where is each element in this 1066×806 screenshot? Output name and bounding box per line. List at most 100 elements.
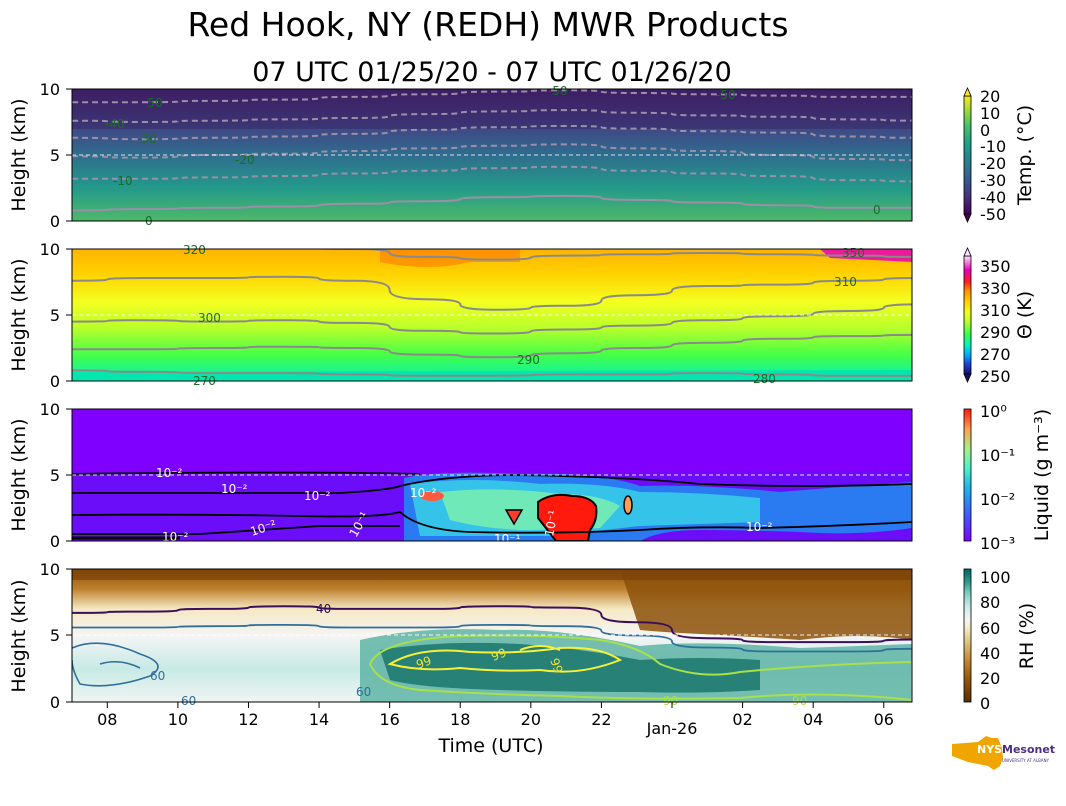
- rh-contour-label: 90: [663, 694, 678, 708]
- x-tick-label: 02: [732, 710, 752, 729]
- cbar-tick: 0: [980, 694, 990, 713]
- rh-contour-label: 90: [792, 694, 807, 708]
- temp-contour-label: 0: [873, 203, 881, 217]
- x-tick-label: 14: [309, 710, 329, 729]
- contour-line-40: [72, 605, 912, 644]
- figure-title: Red Hook, NY (REDH) MWR Products: [187, 5, 788, 44]
- theta-panel: 320 300 290 270 310 280 350 10 5 0 Heigh…: [8, 240, 1036, 391]
- logo-text-university: UNIVERSITY AT ALBANY: [1002, 758, 1050, 763]
- rh-60-contour: [99, 660, 141, 669]
- rh-colorbar: [963, 568, 972, 703]
- y-axis-label: Height (km): [8, 579, 30, 692]
- contour-line-310: [72, 275, 912, 311]
- rh-contours: [72, 605, 912, 653]
- y-tick-label: 5: [50, 466, 60, 485]
- colorbar-extend-max: [963, 247, 972, 257]
- temp-contour-label: -50: [548, 84, 568, 98]
- cbar-tick: -40: [980, 188, 1006, 207]
- cbar-tick: -20: [980, 154, 1006, 173]
- colorbar-label: Temp. (°C): [1014, 105, 1036, 206]
- rh-contour-label: 99: [489, 645, 508, 663]
- cbar-tick: 330: [980, 279, 1011, 298]
- x-tick-label: 20: [521, 710, 541, 729]
- y-tick-label: 10: [40, 560, 60, 579]
- cbar-tick: -50: [980, 205, 1006, 224]
- liquid-colorbar-ticks: 10⁰ 10⁻¹ 10⁻² 10⁻³: [980, 402, 1015, 553]
- dry-top-shading: [72, 569, 912, 580]
- rh-contour-label: 99: [414, 653, 433, 671]
- y-axis-label: Height (km): [8, 258, 30, 371]
- rh-99-contour: [387, 646, 623, 673]
- liquid-contour: [72, 525, 400, 535]
- temp-contour-label: -20: [235, 153, 255, 167]
- cbar-tick: 10⁻³: [980, 534, 1015, 553]
- y-tick-label: 10: [40, 80, 60, 99]
- rh-contour-label: 40: [316, 602, 331, 616]
- x-tick-label: 08: [97, 710, 117, 729]
- logo-text-mesonet: Mesonet: [1002, 743, 1055, 756]
- y-tick-label: 5: [50, 306, 60, 325]
- y-tick-label: 5: [50, 146, 60, 165]
- cbar-tick: 350: [980, 257, 1011, 276]
- liquid-contour-label: 10⁻¹: [542, 509, 560, 538]
- liquid-contour-labels: 10⁻² 10⁻² 10⁻² 10⁻² 10⁻² 10⁻¹ 10⁻¹ 10⁻² …: [156, 466, 773, 546]
- rh-contour-label: 60: [181, 694, 196, 708]
- x-tick-label: 06: [874, 710, 894, 729]
- cbar-tick: 0: [980, 121, 990, 140]
- nys-mesonet-logo: NYS Mesonet UNIVERSITY AT ALBANY: [952, 736, 1055, 770]
- liquid-colorbar: [963, 408, 972, 542]
- liquid-contour: [72, 474, 912, 494]
- x-tick-label: 10: [168, 710, 188, 729]
- temp-contour-label: -10: [113, 174, 133, 188]
- cbar-tick: 250: [980, 367, 1011, 386]
- contour-line-minus40: [72, 109, 912, 124]
- liquid-contour-label: 10⁻²: [156, 466, 183, 480]
- figure-subtitle: 07 UTC 01/25/20 - 07 UTC 01/26/20: [252, 57, 732, 88]
- cbar-tick: 10: [980, 104, 1000, 123]
- logo-text-nys: NYS: [977, 743, 1002, 756]
- liquid-contour-label: 10⁻²: [221, 482, 248, 496]
- temp-contour-label: -40: [105, 117, 125, 131]
- liquid-contour-label: 10⁻²: [304, 489, 331, 503]
- liquid-panel: 10⁻² 10⁻² 10⁻² 10⁻² 10⁻² 10⁻¹ 10⁻¹ 10⁻² …: [8, 400, 1053, 553]
- x-axis-ticks: 08 10 12 14 16 18 20 22 Jan-26 02 04 06: [97, 702, 894, 738]
- cbar-tick: -30: [980, 171, 1006, 190]
- theta-colorbar: [963, 255, 972, 375]
- y-tick-label: 0: [50, 532, 60, 551]
- liquid-contour-label: 10⁻²: [410, 486, 437, 500]
- y-tick-label: 0: [50, 212, 60, 231]
- x-tick-label: 12: [238, 710, 258, 729]
- cbar-tick: 10⁻²: [980, 490, 1015, 509]
- rh-panel: 40 60 60 99 99 99 90 90 60 10 5 0 Height…: [8, 560, 1038, 757]
- cbar-tick: 10⁻¹: [980, 446, 1015, 465]
- cbar-tick: 40: [980, 644, 1000, 663]
- liquid-contour-label: 10⁻²: [746, 520, 773, 534]
- theta-contours: [72, 249, 912, 377]
- rh-colorbar-ticks: 100 80 60 40 20 0: [980, 568, 1011, 713]
- y-tick-label: 10: [40, 240, 60, 259]
- temperature-panel: -50 -40 -30 -20 -10 0 -50 -50 0 10 5 0 H…: [8, 80, 1036, 231]
- colorbar-label: Liquid (g m⁻³): [1031, 409, 1053, 541]
- y-axis-label: Height (km): [8, 98, 30, 211]
- contour-line-minus30: [72, 124, 912, 141]
- contour-line-320: [315, 249, 912, 261]
- temperature-colorbar: [963, 95, 972, 215]
- x-tick-label: 04: [803, 710, 823, 729]
- liquid-contour-label: 10⁻¹: [494, 532, 521, 546]
- cbar-tick: 80: [980, 593, 1000, 612]
- theta-contour-label: 290: [517, 353, 540, 367]
- dry-aloft-shading: [620, 569, 912, 640]
- rh-contour-label: 60: [150, 669, 165, 683]
- theta-contour-label: 350: [842, 246, 865, 260]
- x-tick-label: 18: [450, 710, 470, 729]
- liquid-contour-label: 10⁻²: [162, 530, 189, 544]
- colorbar-extend-min: [963, 373, 972, 383]
- nys-state-shape: [952, 736, 1003, 770]
- cbar-tick: -10: [980, 137, 1006, 156]
- cbar-tick: 310: [980, 301, 1011, 320]
- cbar-tick: 60: [980, 619, 1000, 638]
- contour-line-290: [72, 333, 912, 359]
- colorbar-label: RH (%): [1016, 603, 1038, 669]
- x-tick-label: Jan-26: [646, 719, 698, 738]
